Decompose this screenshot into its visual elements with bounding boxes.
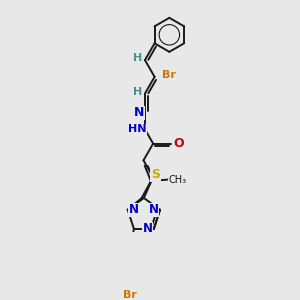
Text: Br: Br — [123, 290, 137, 300]
Text: O: O — [173, 137, 184, 150]
Text: N: N — [143, 222, 153, 235]
Text: Br: Br — [162, 70, 176, 80]
Text: HN: HN — [128, 124, 146, 134]
Text: N: N — [129, 203, 139, 216]
Text: N: N — [134, 106, 144, 119]
Text: CH₃: CH₃ — [168, 175, 186, 184]
Text: S: S — [151, 168, 160, 181]
Text: H: H — [133, 53, 142, 63]
Text: N: N — [149, 203, 159, 216]
Text: H: H — [133, 87, 142, 97]
